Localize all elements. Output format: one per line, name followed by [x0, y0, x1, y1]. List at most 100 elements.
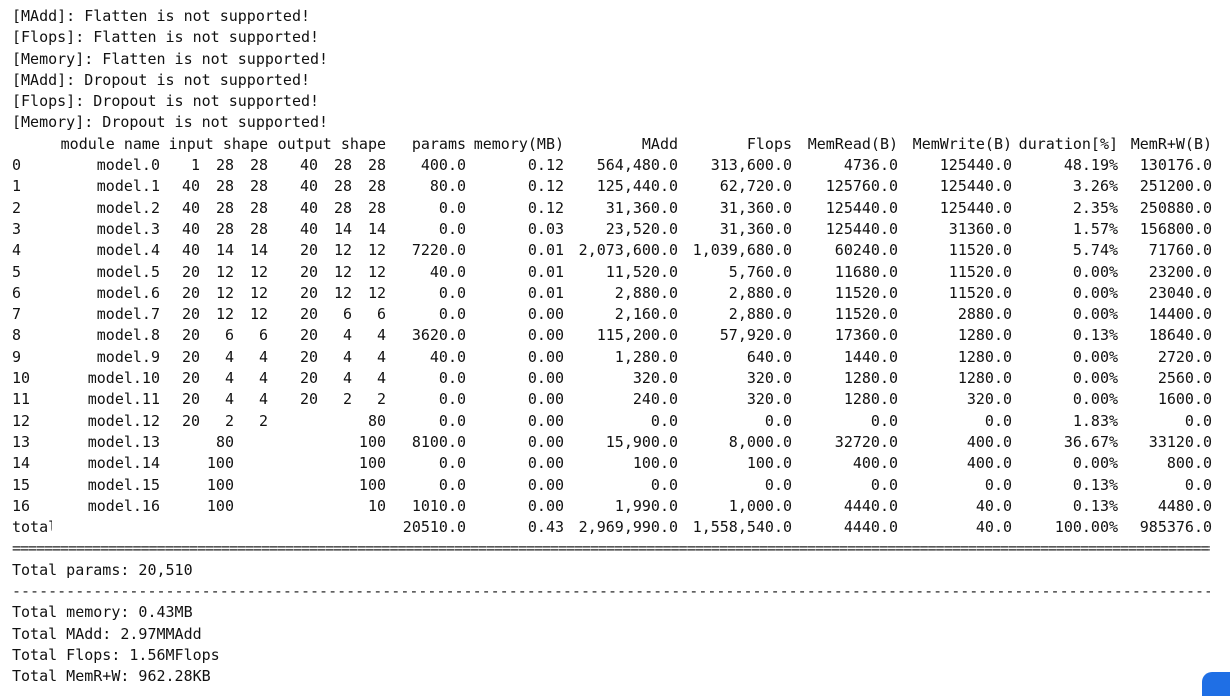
output-shape-dim: 28 — [333, 198, 353, 217]
memread-cell: 4440.0 — [843, 496, 899, 515]
params-cell: 0.0 — [438, 198, 467, 217]
output-shape-dim: 20 — [299, 305, 319, 324]
duration-cell: 48.19% — [1063, 156, 1119, 175]
memwrite-cell: 0.0 — [984, 411, 1013, 430]
double-rule-divider: ========================================… — [12, 539, 1210, 558]
memrw-cell: 251200.0 — [1139, 177, 1213, 196]
memrw-cell: 2560.0 — [1157, 369, 1213, 388]
input-shape-dim: 12 — [249, 305, 269, 324]
input-shape-dim: 4 — [258, 347, 269, 366]
memread-cell: 4736.0 — [843, 156, 899, 175]
model-stats-table: module name input shape output shape par… — [12, 134, 1212, 539]
input-shape-dim: 28 — [215, 219, 234, 238]
memread-cell: 125440.0 — [825, 198, 899, 217]
memory-cell: 0.43 — [527, 518, 565, 537]
module-name-cell: model.2 — [96, 198, 160, 217]
header-index — [12, 134, 52, 155]
header-memrw: MemR+W(B) — [1130, 134, 1213, 153]
output-shape-dim: 4 — [342, 369, 353, 388]
flops-cell: 1,000.0 — [728, 496, 793, 515]
table-row: 1 model.1 40 28 28 40 28 28 80.0 0.12 125,440.0 62,… — [12, 176, 1212, 197]
corner-badge-icon[interactable] — [1202, 672, 1230, 696]
params-cell: 0.0 — [438, 219, 467, 238]
params-cell: 0.0 — [438, 369, 467, 388]
flops-cell: 313,600.0 — [710, 156, 793, 175]
duration-cell: 0.00% — [1072, 262, 1119, 281]
memrw-cell: 18640.0 — [1148, 326, 1213, 345]
output-shape-dim: 12 — [367, 283, 387, 302]
input-shape-dim: 20 — [181, 347, 200, 366]
total-madd: Total MAdd: 2.97MMAdd — [12, 624, 202, 643]
memread-cell: 11680.0 — [834, 262, 899, 281]
memread-cell: 125760.0 — [825, 177, 899, 196]
flops-cell: 8,000.0 — [728, 432, 793, 451]
row-index: 8 — [12, 326, 22, 345]
params-cell: 0.0 — [438, 411, 467, 430]
memwrite-cell: 0.0 — [984, 475, 1013, 494]
output-shape-dim: 100 — [358, 475, 387, 494]
memory-cell: 0.00 — [527, 475, 565, 494]
input-shape-dim: 80 — [215, 432, 234, 451]
output-shape-dim: 40 — [299, 219, 319, 238]
input-shape-dim: 14 — [215, 241, 234, 260]
flops-cell: 640.0 — [746, 347, 793, 366]
memread-cell: 125440.0 — [825, 219, 899, 238]
memory-cell: 0.00 — [527, 496, 565, 515]
input-shape-dim — [234, 432, 268, 453]
params-cell: 0.0 — [438, 305, 467, 324]
memrw-cell: 800.0 — [1166, 454, 1213, 473]
input-shape-dim: 28 — [215, 156, 234, 175]
duration-cell: 1.57% — [1072, 219, 1119, 238]
total-flops: Total Flops: 1.56MFlops — [12, 645, 220, 664]
warning-line: [MAdd]: Dropout is not supported! — [12, 70, 311, 89]
memory-cell: 0.00 — [527, 411, 565, 430]
output-shape-dim: 20 — [299, 390, 319, 409]
input-shape-dim: 20 — [181, 411, 200, 430]
output-shape-dim: 4 — [342, 347, 353, 366]
memwrite-cell: 40.0 — [975, 518, 1013, 537]
flops-cell: 0.0 — [764, 411, 793, 430]
duration-cell: 0.00% — [1072, 390, 1119, 409]
duration-cell: 36.67% — [1063, 432, 1119, 451]
output-shape-dim — [318, 517, 352, 538]
memwrite-cell: 400.0 — [966, 432, 1013, 451]
memrw-cell: 71760.0 — [1148, 241, 1213, 260]
module-name-cell: model.8 — [96, 326, 160, 345]
input-shape-dim: 2 — [258, 411, 269, 430]
input-shape-dim: 28 — [249, 156, 269, 175]
memwrite-cell: 1280.0 — [957, 326, 1013, 345]
header-module-name: module name — [60, 134, 160, 153]
module-name-cell: model.9 — [96, 347, 160, 366]
output-shape-dim — [268, 453, 318, 474]
input-shape-dim: 20 — [181, 326, 200, 345]
row-index: 7 — [12, 305, 22, 324]
row-index: 2 — [12, 198, 22, 217]
flops-cell: 2,880.0 — [728, 283, 793, 302]
duration-cell: 2.35% — [1072, 198, 1119, 217]
output-shape-dim: 80 — [367, 411, 387, 430]
output-shape-dim: 20 — [299, 369, 319, 388]
table-header-row: module name input shape output shape par… — [12, 134, 1212, 155]
row-index: 5 — [12, 262, 22, 281]
memread-cell: 1440.0 — [843, 347, 899, 366]
row-index: 14 — [12, 454, 31, 473]
duration-cell: 0.00% — [1072, 305, 1119, 324]
flops-cell: 62,720.0 — [719, 177, 793, 196]
memrw-cell: 0.0 — [1184, 475, 1213, 494]
flops-cell: 5,760.0 — [728, 262, 793, 281]
table-row: 9 model.9 20 4 4 20 4 4 40.0 0.00 1,280.0 640.0 1440… — [12, 347, 1212, 368]
memread-cell: 4440.0 — [843, 518, 899, 537]
output-shape-dim — [318, 496, 352, 517]
output-shape-dim: 28 — [333, 156, 353, 175]
memwrite-cell: 1280.0 — [957, 347, 1013, 366]
duration-cell: 0.13% — [1072, 496, 1119, 515]
table-row: 11 model.11 20 4 4 20 2 2 0.0 0.00 240.0 320.0 1280.… — [12, 389, 1212, 410]
input-shape-dim: 4 — [258, 369, 269, 388]
output-shape-dim: 12 — [367, 262, 387, 281]
module-name-cell: model.16 — [87, 496, 160, 515]
input-shape-dim — [160, 475, 200, 496]
input-shape-dim: 100 — [206, 496, 234, 515]
row-index: 3 — [12, 219, 22, 238]
params-cell: 20510.0 — [402, 518, 467, 537]
memrw-cell: 23200.0 — [1148, 262, 1213, 281]
